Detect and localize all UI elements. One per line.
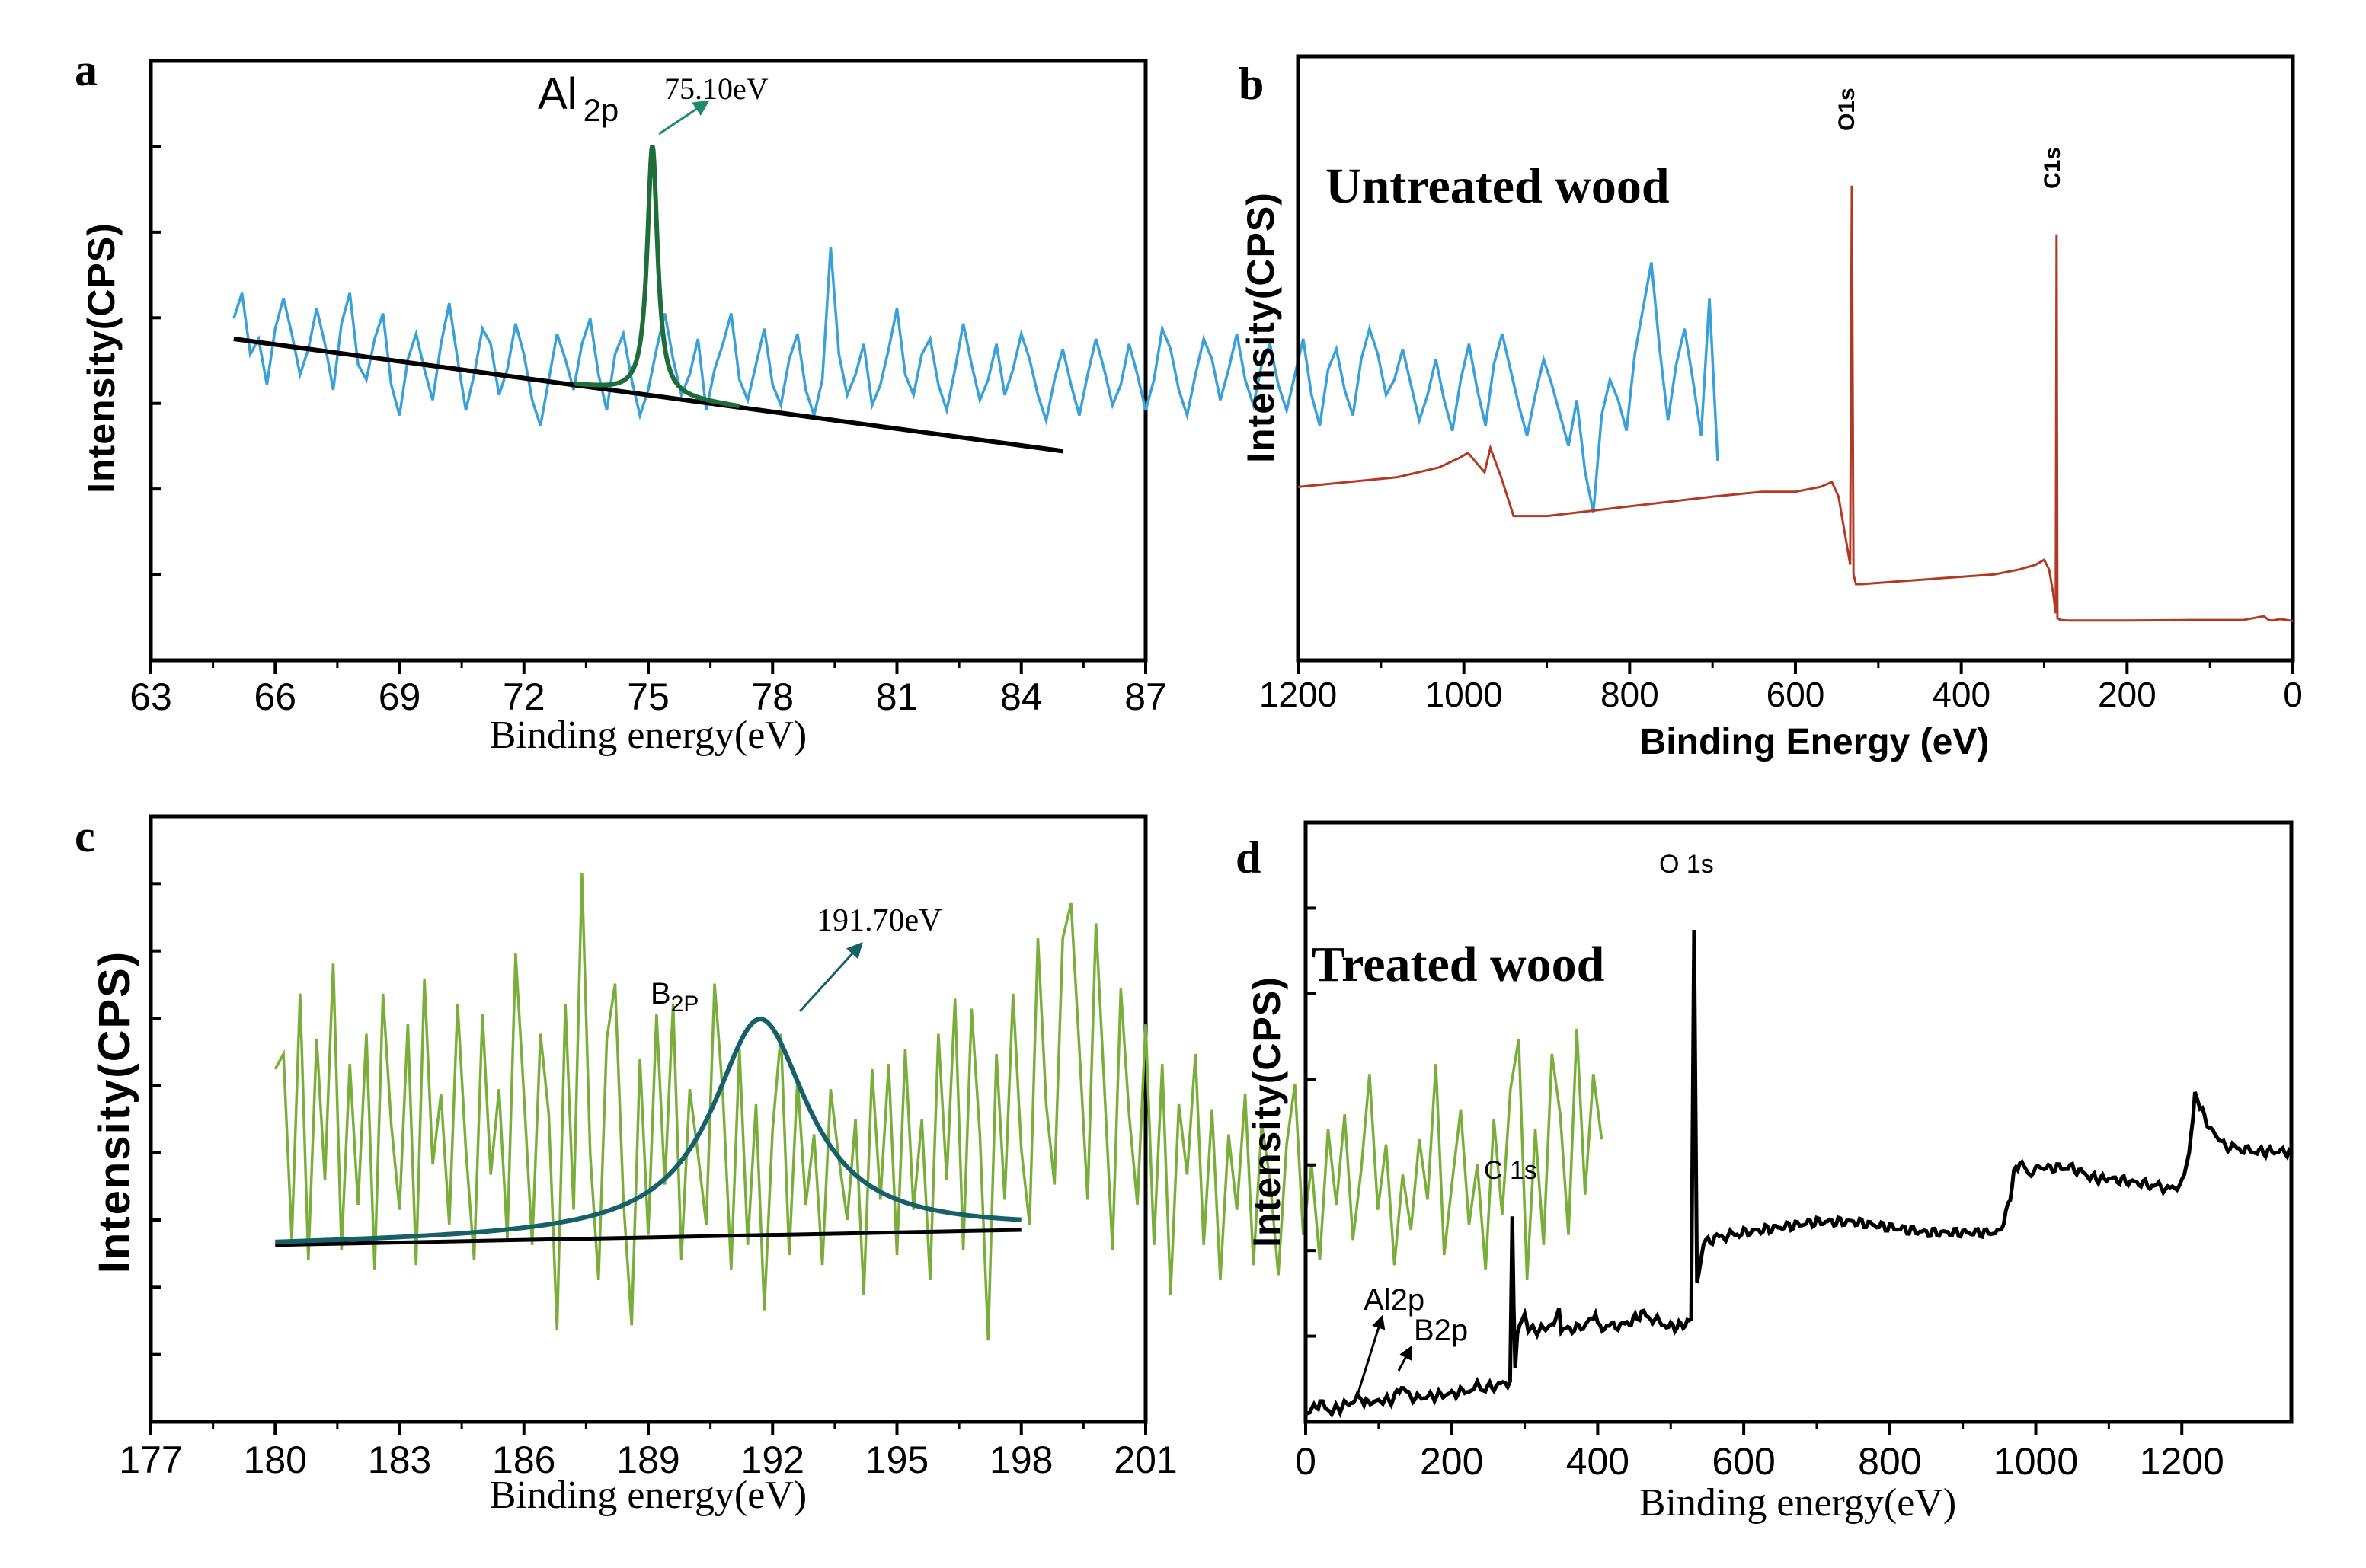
panel-b-sample-label: Untreated wood bbox=[1325, 158, 1670, 214]
panel-a-x-ticks bbox=[149, 660, 1147, 674]
x-tick-label: 1200 bbox=[2140, 1440, 2224, 1483]
x-tick-label: 600 bbox=[1712, 1440, 1775, 1483]
panel-d-peak-o1s-label: O 1s bbox=[1659, 850, 1714, 879]
panel-c: c 177 180 183 186 189 192 195 198 201 B2P 191.70… bbox=[75, 811, 1603, 1517]
x-tick-label: 201 bbox=[1114, 1439, 1177, 1481]
panel-a-peak-arrow bbox=[658, 100, 710, 136]
panel-b-x-ticks bbox=[1297, 660, 2294, 674]
x-tick-label: 400 bbox=[1932, 675, 1990, 714]
x-tick-label: 63 bbox=[129, 675, 172, 718]
x-tick-label: 66 bbox=[254, 675, 296, 718]
panel-a-letter: a bbox=[75, 45, 98, 95]
panel-a-peak-value: 75.10eV bbox=[664, 72, 769, 106]
panel-a-x-tick-labels: 63 66 69 72 75 78 81 84 87 bbox=[129, 675, 1167, 718]
panel-c-frame bbox=[149, 814, 1148, 1424]
x-tick-label: 1000 bbox=[1994, 1440, 2078, 1483]
panel-c-peak-arrow bbox=[798, 941, 863, 1013]
panel-d-x-ticks bbox=[1304, 1422, 2184, 1435]
panel-d-x-axis-label: Binding energy(eV) bbox=[1639, 1481, 1956, 1525]
x-tick-label: 1200 bbox=[1259, 675, 1337, 714]
panel-c-peak-label: B2P bbox=[651, 977, 699, 1017]
x-tick-label: 195 bbox=[865, 1439, 929, 1481]
x-tick-label: 800 bbox=[1600, 675, 1659, 714]
panel-c-raw-series bbox=[273, 873, 1603, 1341]
panel-d-peak-b2p-label: B2p bbox=[1414, 1314, 1468, 1347]
panel-d-b2p-arrow bbox=[1397, 1345, 1412, 1372]
panel-b-x-axis-label: Binding Energy (eV) bbox=[1640, 722, 1990, 762]
x-tick-label: 81 bbox=[876, 675, 919, 718]
x-tick-label: 84 bbox=[1000, 675, 1043, 718]
panel-a-x-axis-label: Binding energy(eV) bbox=[490, 714, 807, 757]
panel-c-y-ticks bbox=[151, 882, 161, 1356]
x-tick-label: 0 bbox=[2283, 675, 2303, 714]
x-tick-label: 72 bbox=[503, 675, 545, 718]
panel-b-frame bbox=[1296, 54, 2295, 663]
panel-a-y-axis-label: Intensity(CPS) bbox=[80, 222, 123, 493]
x-tick-label: 180 bbox=[244, 1439, 307, 1481]
panel-a-peak-label: Al 2p bbox=[538, 69, 619, 128]
panel-c-x-tick-labels: 177 180 183 186 189 192 195 198 201 bbox=[119, 1439, 1177, 1481]
panel-a-baseline bbox=[233, 337, 1063, 454]
x-tick-label: 87 bbox=[1124, 675, 1167, 718]
panel-c-peak-value: 191.70eV bbox=[817, 903, 942, 938]
panel-a-raw-series bbox=[232, 247, 1719, 513]
panel-b: b 1200 1000 800 600 400 200 0 Untreated wood O… bbox=[1239, 54, 2303, 762]
x-tick-label: 75 bbox=[627, 675, 670, 718]
panel-c-y-axis-label: Intensity(CPS) bbox=[90, 950, 139, 1273]
panel-b-peak-c1s-label: C1s bbox=[2040, 147, 2065, 189]
panel-a-y-ticks bbox=[151, 145, 161, 576]
x-tick-label: 177 bbox=[119, 1439, 182, 1481]
x-tick-label: 600 bbox=[1767, 675, 1825, 714]
x-tick-label: 78 bbox=[751, 675, 794, 718]
panel-d-x-tick-labels: 0 200 400 600 800 1000 1200 bbox=[1295, 1440, 2224, 1483]
panel-a-frame bbox=[149, 59, 1148, 663]
x-tick-label: 189 bbox=[616, 1439, 679, 1481]
panel-d-sample-label: Treated wood bbox=[1312, 937, 1604, 992]
x-tick-label: 0 bbox=[1295, 1440, 1316, 1483]
panel-d-peak-c1s-label: C 1s bbox=[1484, 1156, 1537, 1185]
x-tick-label: 800 bbox=[1858, 1440, 1921, 1483]
panel-a: a 63 66 69 72 75 78 81 84 87 Al 2p 75.10eV Intens… bbox=[75, 45, 1719, 757]
panel-d: d 0 200 400 600 800 1000 1200 Treated wood O 1… bbox=[1236, 820, 2294, 1525]
x-tick-label: 192 bbox=[741, 1439, 804, 1481]
x-tick-label: 186 bbox=[492, 1439, 555, 1481]
panel-b-letter: b bbox=[1239, 59, 1264, 109]
panel-c-fit-series bbox=[275, 1017, 1022, 1244]
panel-d-survey-line bbox=[1305, 929, 2293, 1419]
x-tick-label: 69 bbox=[379, 675, 421, 718]
panel-d-frame bbox=[1303, 820, 2294, 1424]
x-tick-label: 200 bbox=[1420, 1440, 1483, 1483]
panel-d-peak-al2p-label: Al2p bbox=[1364, 1283, 1424, 1317]
panel-b-y-axis-label: Intensity(CPS) bbox=[1239, 192, 1282, 463]
panel-d-y-ticks bbox=[1306, 906, 1316, 1338]
x-tick-label: 1000 bbox=[1424, 675, 1502, 714]
x-tick-label: 183 bbox=[368, 1439, 431, 1481]
panel-a-fit-series bbox=[573, 145, 740, 409]
panel-c-baseline bbox=[275, 1228, 1022, 1247]
panel-b-peak-o1s-label: O1s bbox=[1834, 88, 1859, 131]
panel-c-x-axis-label: Binding energy(eV) bbox=[490, 1474, 807, 1517]
panel-b-x-tick-labels: 1200 1000 800 600 400 200 0 bbox=[1259, 675, 2303, 714]
panel-d-al2p-arrow bbox=[1356, 1314, 1386, 1396]
x-tick-label: 200 bbox=[2098, 675, 2157, 714]
panel-d-y-axis-label: Intensity(CPS) bbox=[1245, 976, 1288, 1247]
panel-c-x-ticks bbox=[149, 1422, 1147, 1435]
x-tick-label: 400 bbox=[1566, 1440, 1629, 1483]
panel-d-letter: d bbox=[1236, 832, 1261, 883]
x-tick-label: 198 bbox=[990, 1439, 1053, 1481]
panel-b-survey-line bbox=[1297, 185, 2294, 622]
panel-c-letter: c bbox=[75, 811, 95, 861]
